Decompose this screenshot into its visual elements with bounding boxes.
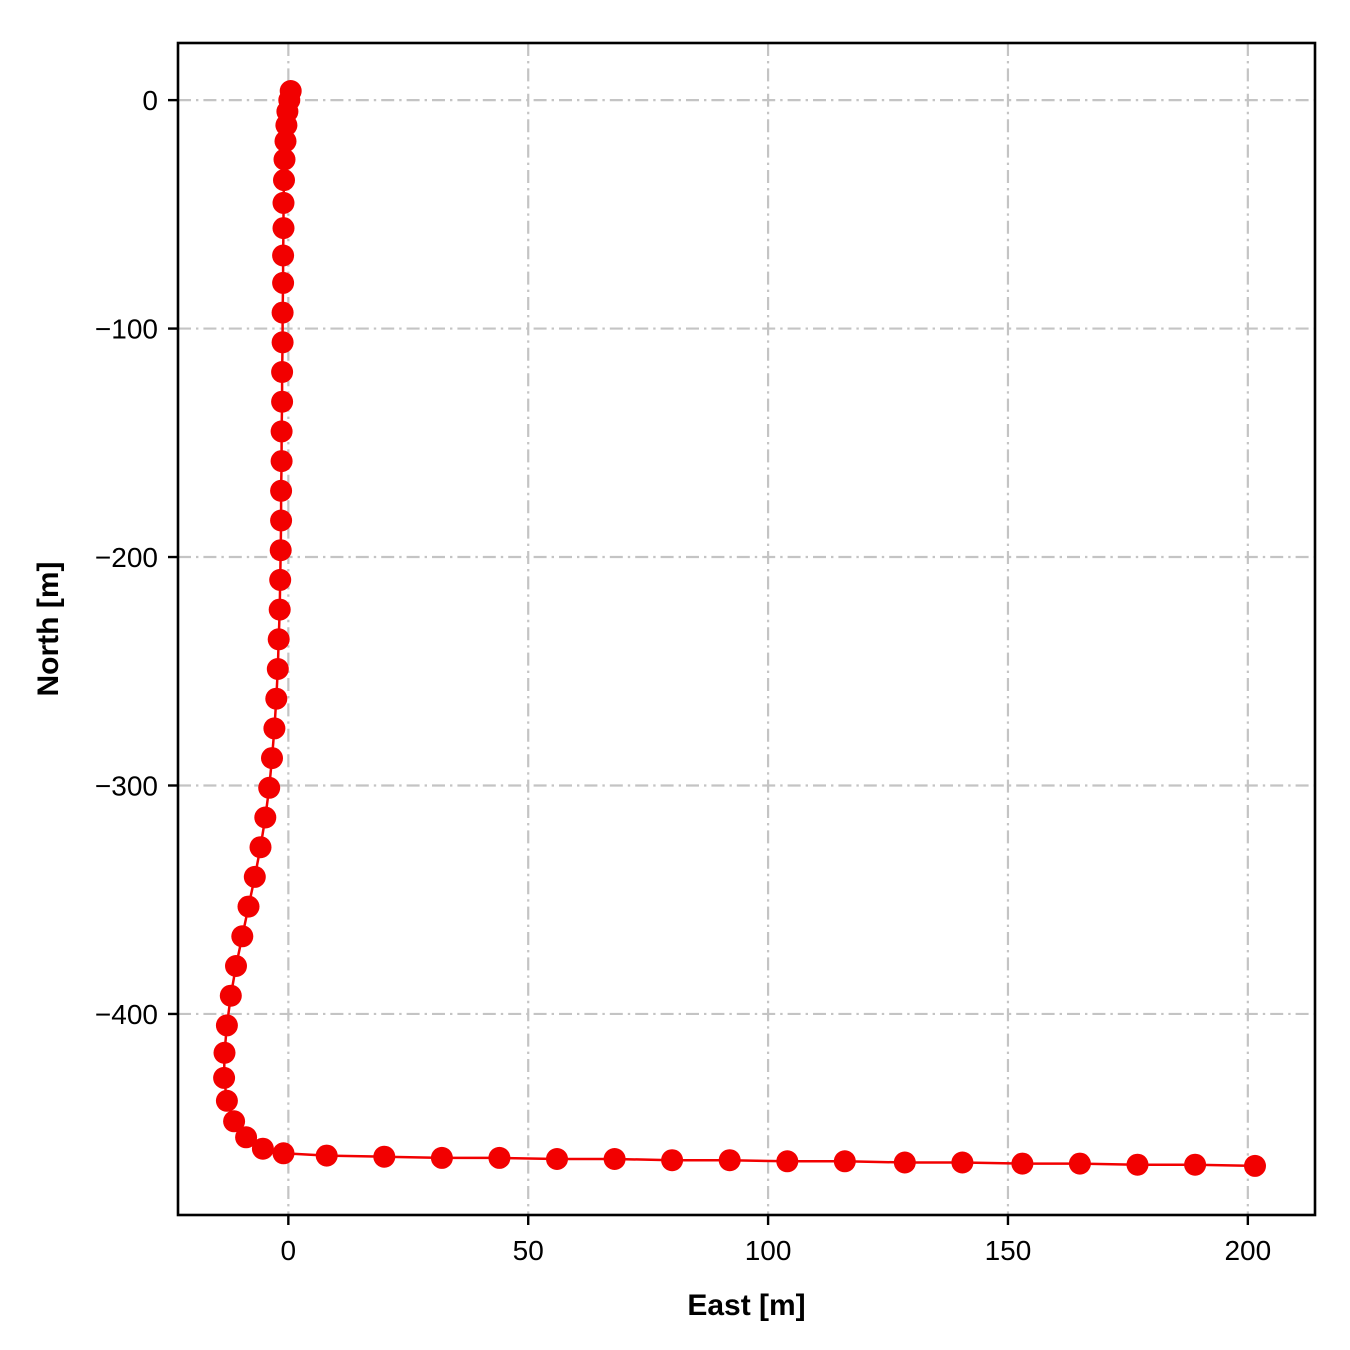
data-point <box>263 717 286 740</box>
axes-frame <box>176 41 1317 1217</box>
x-axis-title: East [m] <box>687 1289 805 1322</box>
data-point <box>1068 1152 1091 1175</box>
data-point <box>603 1148 626 1170</box>
data-point <box>235 1126 258 1149</box>
data-point <box>951 1151 974 1174</box>
y-tick-label: 0 <box>142 85 158 116</box>
y-tick-label: −100 <box>95 314 158 345</box>
data-point <box>269 539 292 562</box>
data-point <box>254 806 277 829</box>
x-tick-label: 50 <box>513 1235 544 1266</box>
data-point <box>213 1041 236 1064</box>
data-point <box>261 747 283 770</box>
data-point <box>271 361 294 383</box>
data-point <box>231 925 254 948</box>
data-point <box>273 169 295 192</box>
data-point <box>251 1137 274 1160</box>
data-point <box>1126 1153 1149 1176</box>
x-tick-label: 150 <box>985 1235 1032 1266</box>
data-point <box>269 568 292 591</box>
data-point <box>223 1110 246 1133</box>
data-point <box>270 420 293 443</box>
data-point <box>272 271 295 294</box>
y-tick-label: −300 <box>95 770 158 801</box>
data-point <box>1011 1152 1034 1175</box>
data-point <box>266 658 289 680</box>
data-point <box>271 390 294 413</box>
data-point <box>661 1149 684 1172</box>
data-point <box>272 244 295 267</box>
data-point <box>270 450 293 473</box>
data-point <box>273 148 296 171</box>
data-point <box>893 1151 916 1174</box>
data-point <box>272 191 295 214</box>
data-point <box>718 1149 741 1172</box>
data-point <box>315 1144 338 1167</box>
data-point <box>488 1146 511 1169</box>
data-point <box>373 1145 396 1168</box>
data-point <box>213 1066 236 1089</box>
x-tick-label: 100 <box>745 1235 792 1266</box>
y-tick-label: −200 <box>95 542 158 573</box>
data-point <box>237 895 260 918</box>
data-point <box>275 114 298 137</box>
data-point <box>270 479 293 502</box>
y-tick-label: −400 <box>95 999 158 1030</box>
data-point <box>268 598 291 621</box>
data-point <box>430 1146 453 1169</box>
data-point <box>833 1150 856 1173</box>
data-point <box>271 331 294 354</box>
data-point <box>272 1142 295 1165</box>
data-point <box>1184 1153 1207 1176</box>
y-axis-title: North [m] <box>32 562 65 697</box>
data-point <box>243 865 266 888</box>
data-point <box>274 130 297 153</box>
data-point <box>272 217 295 240</box>
data-point <box>249 836 272 859</box>
data-point <box>225 955 247 977</box>
data-point <box>1244 1154 1266 1177</box>
data-point <box>265 687 288 710</box>
data-point <box>270 509 293 532</box>
data-point <box>271 301 294 324</box>
data-point <box>219 984 242 1007</box>
data-point <box>267 628 290 651</box>
data-point <box>215 1014 238 1037</box>
x-tick-label: 0 <box>281 1235 297 1266</box>
data-point <box>776 1150 799 1173</box>
data-point <box>215 1089 238 1112</box>
data-point <box>258 776 281 799</box>
x-tick-label: 200 <box>1224 1235 1271 1266</box>
data-point <box>546 1148 568 1170</box>
